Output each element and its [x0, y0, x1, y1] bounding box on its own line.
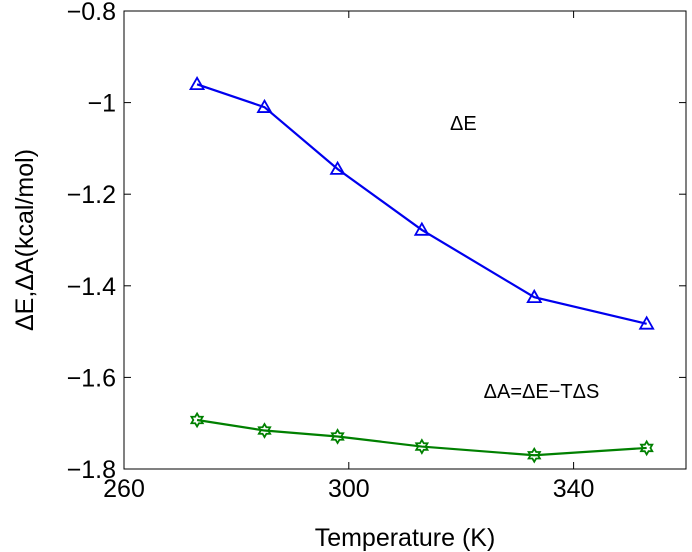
y-tick-label: −1.4	[67, 273, 116, 301]
y-axis-ticks: −1.8 −1.6 −1.4 −1.2 −1 −0.8	[67, 0, 686, 484]
y-tick-label: −1.8	[67, 456, 116, 484]
data-point	[329, 160, 346, 175]
x-axis-label: Temperature (K)	[315, 524, 496, 552]
x-tick-label: 300	[328, 475, 370, 503]
data-point	[639, 439, 654, 457]
data-point	[414, 438, 430, 455]
annotation-text: ΔA=ΔE−TΔS	[484, 381, 600, 403]
y-tick-label: −0.8	[67, 0, 116, 26]
y-tick-label: −1.2	[67, 181, 116, 209]
series-line	[196, 83, 647, 325]
x-tick-label: 340	[553, 475, 595, 503]
y-tick-label: −1	[87, 90, 116, 118]
x-axis-ticks: 260 300 340	[103, 11, 594, 503]
data-point	[189, 75, 206, 91]
data-point	[257, 422, 272, 439]
data-point	[638, 315, 655, 330]
series-2	[189, 411, 654, 464]
plot-frame	[123, 10, 687, 470]
series-layer	[189, 75, 655, 464]
x-tick-label: 260	[103, 475, 145, 503]
data-point	[527, 446, 542, 464]
series-1	[189, 75, 655, 330]
annotation-layer: ΔE ΔA=ΔE−TΔS	[450, 113, 599, 403]
annotation-text: ΔE	[450, 113, 477, 135]
data-point	[189, 411, 205, 429]
data-point	[330, 428, 345, 445]
series-line	[196, 418, 647, 457]
data-point	[413, 221, 430, 236]
y-tick-label: −1.6	[67, 364, 116, 392]
y-axis-label: ΔE,ΔA(kcal/mol)	[11, 149, 39, 331]
data-point	[256, 98, 273, 113]
plot-area-border	[123, 10, 687, 470]
data-point	[526, 288, 543, 304]
